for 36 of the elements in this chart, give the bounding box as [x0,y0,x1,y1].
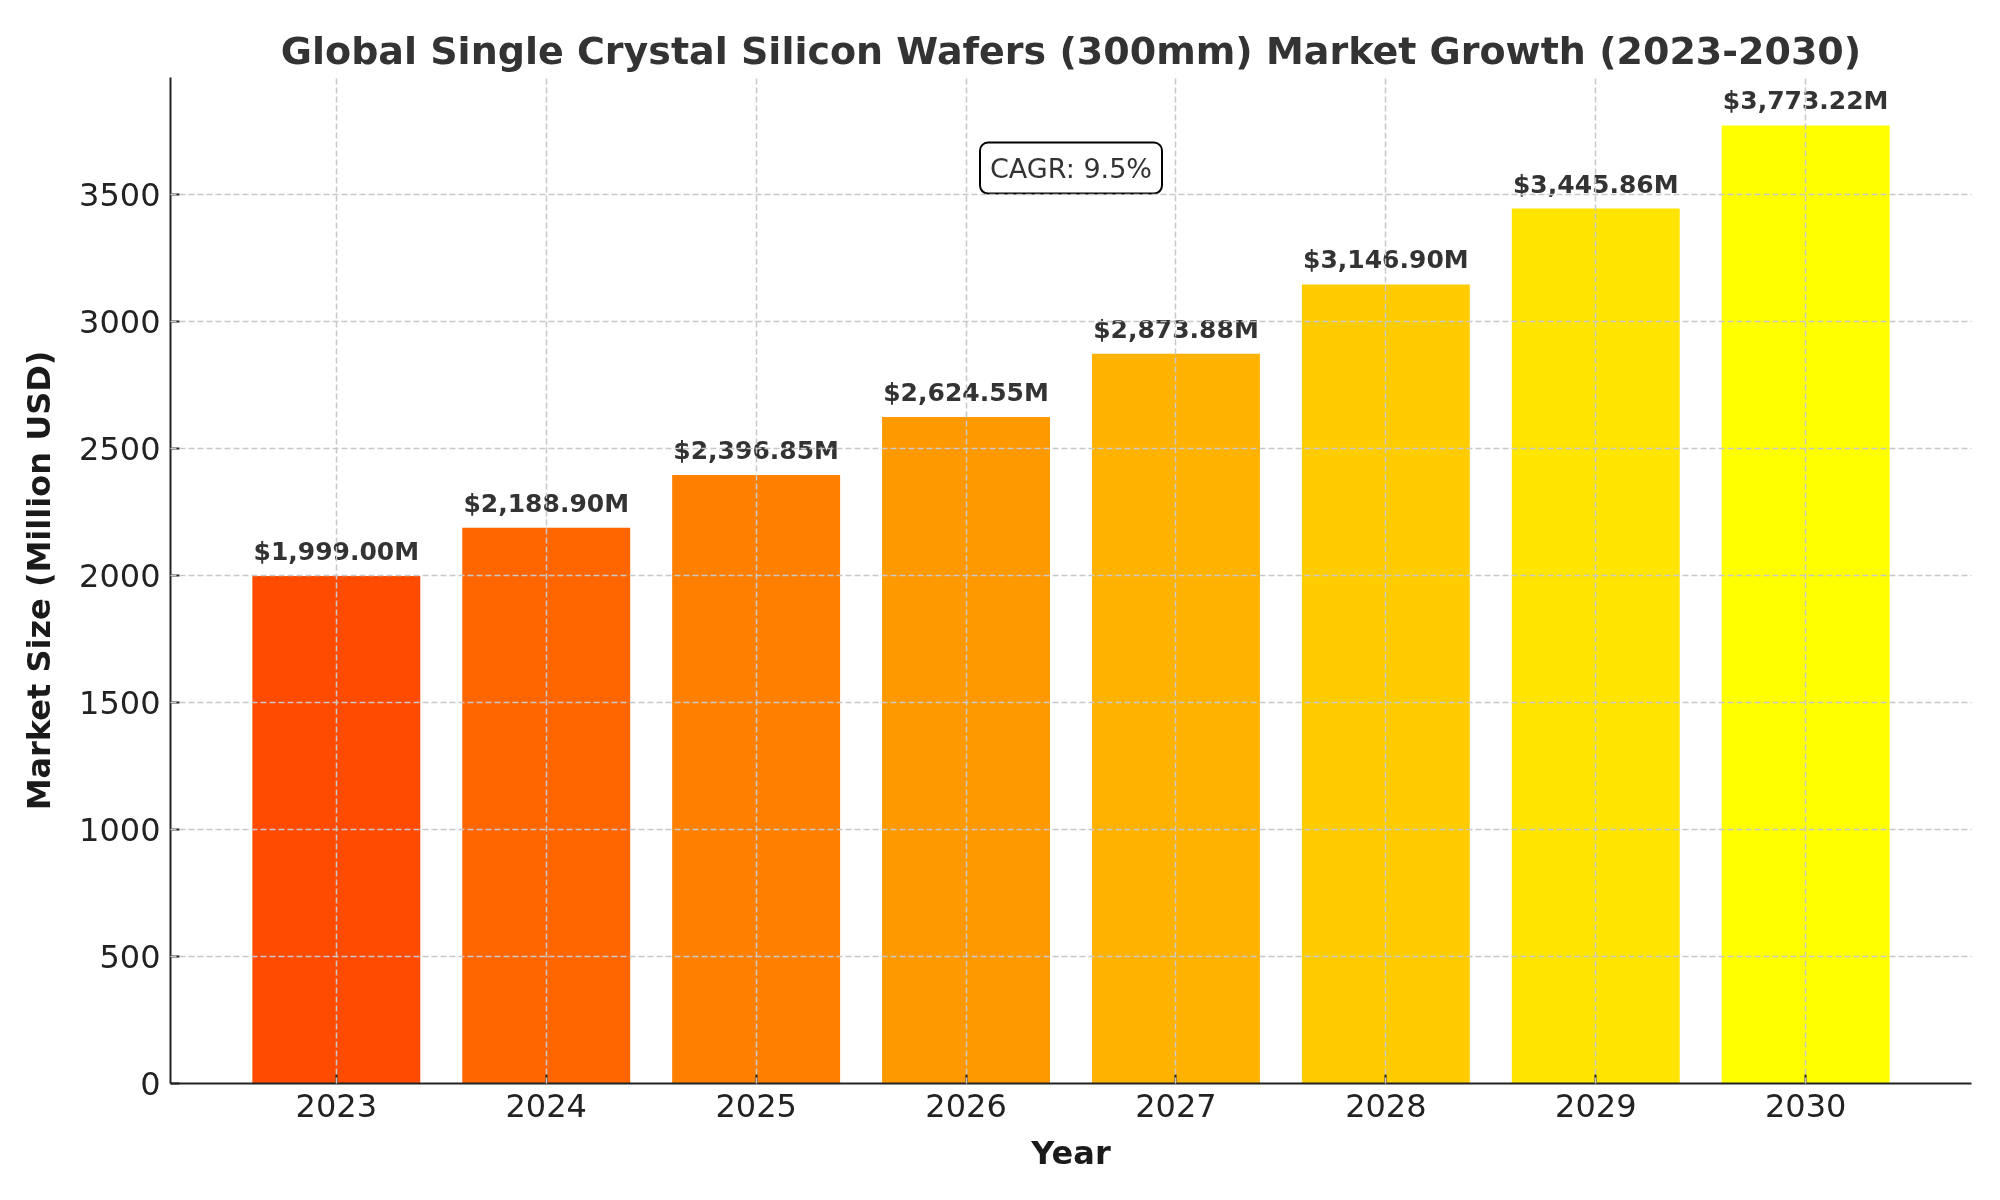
data-label: $3,773.22M [1722,86,1889,116]
y-tick-label: 2000 [79,557,161,596]
bar [1091,353,1260,1084]
x-tick-label: 2028 [1345,1086,1427,1125]
y-tick-label: 0 [140,1065,161,1103]
x-tick-label: 2024 [505,1086,587,1125]
x-tick-label: 2026 [925,1086,1007,1125]
y-tick-label: 1000 [79,811,161,850]
x-tick-label: 2027 [1135,1086,1217,1125]
bar [882,417,1051,1084]
data-label: $2,624.55M [883,378,1049,408]
y-tick-label: 500 [99,938,161,977]
data-label: $3,146.90M [1303,245,1469,275]
bar [672,474,841,1084]
y-tick-label: 2500 [79,430,161,469]
data-label: $1,999.00M [253,536,420,566]
y-axis-title: Market Size (Million USD) [20,350,59,811]
x-axis-title: Year [1030,1133,1111,1172]
bar [1721,125,1890,1084]
x-tick-label: 2029 [1555,1086,1637,1125]
chart-title: Global Single Crystal Silicon Wafers (300mm) Market Growth (2023-2030) [280,28,1862,73]
data-label: $2,873.88M [1093,314,1259,344]
bar [1511,208,1680,1084]
data-label: $3,445.86M [1512,169,1679,199]
y-tick-label: 1500 [79,684,161,723]
x-tick-label: 2023 [295,1086,378,1125]
y-tick-label: 3500 [79,176,161,215]
y-tick-label: 3000 [79,303,161,342]
bar [462,527,631,1084]
data-label: $2,396.85M [673,435,839,465]
data-label: $2,188.90M [463,488,630,518]
x-tick-label: 2030 [1764,1086,1847,1125]
x-tick-label: 2025 [715,1086,797,1125]
annotation: CAGR: 9.5% [990,152,1152,184]
bar [252,575,421,1084]
bar [1301,284,1470,1084]
